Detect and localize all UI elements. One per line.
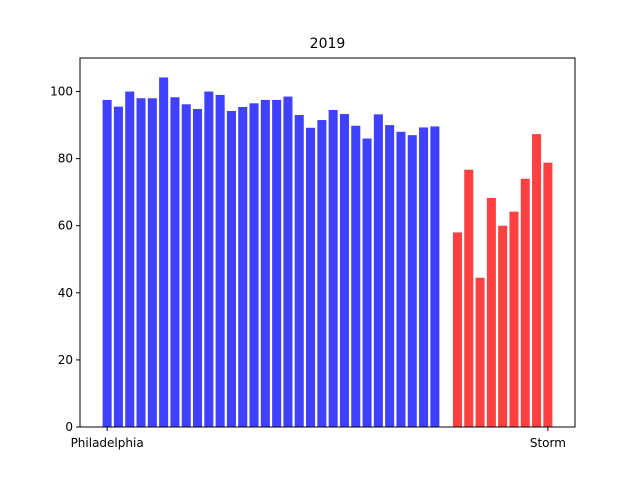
bar xyxy=(181,104,191,427)
bar xyxy=(419,127,429,428)
bar xyxy=(385,125,395,427)
plot-frame xyxy=(79,57,576,428)
bar xyxy=(136,98,146,427)
bar xyxy=(113,106,123,428)
bar xyxy=(430,126,440,427)
bar xyxy=(306,127,316,428)
bar xyxy=(215,94,225,428)
chart-title: 2019 xyxy=(310,36,346,52)
bar xyxy=(170,97,180,428)
bar xyxy=(125,91,135,427)
bar xyxy=(452,232,462,427)
bar xyxy=(498,225,508,427)
bar xyxy=(159,77,169,427)
bar xyxy=(520,178,530,427)
bar xyxy=(464,169,474,427)
bar xyxy=(362,138,372,427)
y-tick-label: 40 xyxy=(58,286,73,300)
bar xyxy=(407,135,417,427)
bar xyxy=(272,99,282,427)
x-tick-label: Philadelphia xyxy=(71,436,144,450)
bar xyxy=(351,125,361,428)
y-tick-label: 100 xyxy=(50,85,73,99)
bar xyxy=(543,162,553,428)
bar xyxy=(532,134,542,427)
bar xyxy=(509,211,519,427)
bar xyxy=(475,277,485,427)
bar xyxy=(373,114,383,428)
bar xyxy=(102,99,112,427)
bar xyxy=(226,111,236,427)
y-tick-label: 0 xyxy=(65,420,73,434)
bar xyxy=(294,115,304,427)
bar xyxy=(283,96,293,427)
bar xyxy=(260,99,270,427)
bar xyxy=(147,98,157,427)
bar xyxy=(238,106,248,427)
bar xyxy=(193,108,203,428)
bar xyxy=(328,109,338,427)
bar xyxy=(249,103,259,427)
bar xyxy=(317,120,327,428)
y-tick-label: 20 xyxy=(58,353,73,367)
x-tick-label: Storm xyxy=(530,436,566,450)
y-tick-label: 60 xyxy=(58,219,73,233)
bar xyxy=(396,131,406,428)
bar xyxy=(339,114,349,428)
y-tick-label: 80 xyxy=(58,152,73,166)
bar xyxy=(204,91,214,427)
bar xyxy=(486,197,496,427)
